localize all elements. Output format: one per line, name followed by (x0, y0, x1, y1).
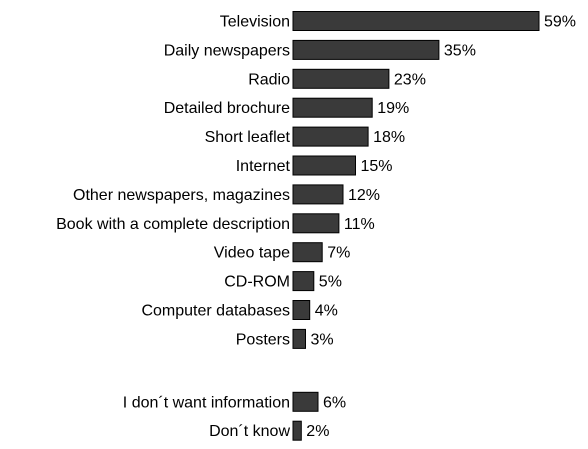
category-label-video-tape: Video tape (214, 245, 290, 262)
value-label-don-t-know: 2% (306, 423, 329, 440)
value-label-cd-rom: 5% (319, 274, 342, 291)
value-label-other-newspapers-magazines: 12% (348, 187, 380, 204)
value-label-detailed-brochure: 19% (377, 100, 409, 117)
bar-cd-rom (293, 272, 314, 291)
bar-computer-databases (293, 301, 310, 320)
category-label-book-with-a-complete-description: Book with a complete description (56, 216, 290, 233)
category-label-radio: Radio (248, 71, 290, 88)
value-label-radio: 23% (394, 71, 426, 88)
bar-internet (293, 156, 356, 175)
category-label-television: Television (220, 14, 290, 31)
category-label-i-don-t-want-information: I don´t want information (123, 394, 290, 411)
bar-short-leaflet (293, 127, 368, 146)
bar-book-with-a-complete-description (293, 214, 339, 233)
category-label-detailed-brochure: Detailed brochure (164, 100, 290, 117)
bar-posters (293, 329, 306, 348)
bar-radio (293, 69, 389, 88)
value-label-posters: 3% (311, 331, 334, 348)
category-label-computer-databases: Computer databases (141, 303, 290, 320)
bar-i-don-t-want-information (293, 392, 318, 411)
value-label-daily-newspapers: 35% (444, 42, 476, 59)
category-label-posters: Posters (236, 331, 290, 348)
category-label-internet: Internet (236, 158, 291, 175)
value-label-i-don-t-want-information: 6% (323, 394, 346, 411)
bar-detailed-brochure (293, 98, 372, 117)
category-labels-group: Television Daily newspapers Radio Detailed … (56, 14, 290, 449)
value-label-book-with-a-complete-description: 11% (344, 216, 375, 233)
value-label-television: 59% (544, 14, 576, 31)
category-label-other-newspapers-magazines: Other newspapers, magazines (73, 187, 290, 204)
bar-don-t-know (293, 421, 301, 440)
value-label-computer-databases: 4% (315, 303, 338, 320)
category-label-don-t-know: Don´t know (209, 423, 290, 440)
category-label-short-leaflet: Short leaflet (205, 129, 291, 146)
category-label-daily-newspapers: Daily newspapers (164, 42, 290, 59)
value-label-internet: 15% (361, 158, 393, 175)
bar-other-newspapers-magazines (293, 185, 343, 204)
bar-video-tape (293, 243, 322, 262)
category-label-cd-rom: CD-ROM (224, 274, 290, 291)
bar-television (293, 12, 539, 31)
value-label-short-leaflet: 18% (373, 129, 405, 146)
bar-daily-newspapers (293, 40, 439, 59)
value-label-video-tape: 7% (327, 245, 350, 262)
